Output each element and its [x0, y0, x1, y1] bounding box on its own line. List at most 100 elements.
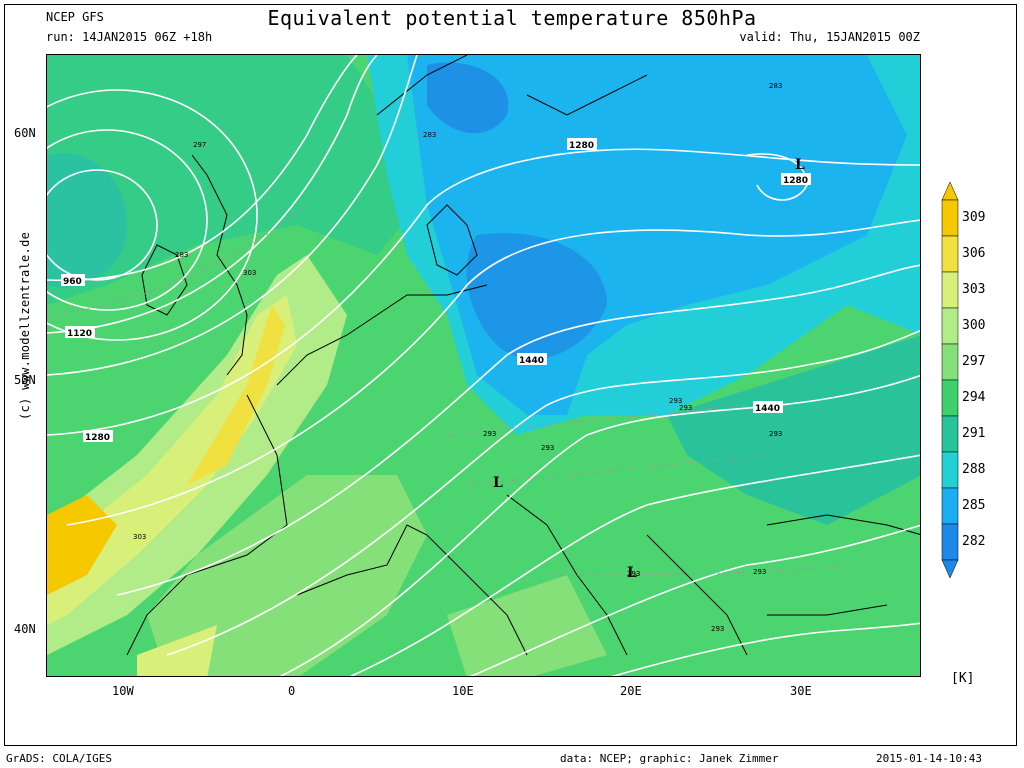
- theta-label: 293: [753, 568, 766, 576]
- colorbar-segment: [941, 235, 959, 273]
- colorbar-top-arrow: [941, 182, 959, 201]
- theta-label: 283: [769, 82, 782, 90]
- pressure-label-1280-baltic: 1280: [569, 141, 594, 151]
- colorbar-segment: [941, 271, 959, 309]
- pressure-label-bg: [61, 274, 85, 286]
- coast-med-north: [296, 524, 528, 656]
- colorbar-segment: [941, 415, 959, 453]
- isobar-1440: [166, 329, 920, 656]
- legend-level: 294: [962, 390, 986, 405]
- low-marker-alps: L: [493, 475, 503, 491]
- lat-label-50n: 50N: [14, 373, 36, 387]
- theta-label: 293: [769, 430, 782, 438]
- isobar-c: [116, 264, 920, 596]
- lat-label-40n: 40N: [14, 622, 36, 636]
- coast-northsea: [276, 284, 488, 386]
- pressure-label-1120: 1120: [67, 329, 92, 339]
- theta-label: 293: [679, 404, 692, 412]
- coast-baltic: [526, 74, 648, 116]
- figure-frame: [4, 4, 1017, 746]
- legend-unit: [K]: [951, 671, 975, 686]
- field-teal-east: [667, 335, 920, 525]
- pressure-label-bg: [65, 326, 95, 338]
- colorbar-segment: [941, 199, 959, 237]
- field-warm-max: [47, 495, 117, 595]
- pressure-label-1280-east: 1280: [783, 176, 808, 186]
- field-nw-ocean: [47, 55, 427, 305]
- isobar-low-1: [47, 169, 158, 281]
- lon-label-30e: 30E: [790, 684, 812, 698]
- coast-denmark: [426, 204, 478, 276]
- lat-label-60n: 60N: [14, 126, 36, 140]
- isobar-g: [611, 622, 920, 676]
- colorbar-segment: [941, 379, 959, 417]
- legend-level: 288: [962, 462, 986, 477]
- pressure-label-1280-west: 1280: [85, 433, 110, 443]
- coast-black-sea-s: [767, 604, 888, 616]
- field-warm-band-core: [187, 305, 285, 485]
- coast-ireland: [141, 244, 188, 316]
- field-low-center: [47, 153, 127, 288]
- theta-label: 283: [175, 251, 188, 259]
- isobar-f: [469, 524, 920, 676]
- colorbar-segment: [941, 307, 959, 345]
- pressure-label-bg: [781, 173, 811, 185]
- low-marker-balkan: L: [627, 565, 637, 581]
- legend-level: 300: [962, 318, 986, 333]
- theta-label: 293: [669, 397, 682, 405]
- theta-contour-2: [446, 404, 748, 436]
- field-deep-blue-norway: [427, 62, 509, 134]
- isobar-a: [47, 55, 418, 376]
- low-markers: L L L: [493, 157, 805, 581]
- pressure-labels: 960 1120 1280 1280 1280 1440 1440: [61, 138, 811, 443]
- colorbar-segment: [941, 451, 959, 489]
- pressure-label-bg: [517, 353, 547, 365]
- theta-contour-3: [466, 454, 768, 486]
- field-warm-band-inner: [47, 295, 297, 625]
- legend-level: 303: [962, 282, 986, 297]
- theta-contour-1: [47, 204, 308, 316]
- theta-label: 293: [483, 430, 496, 438]
- legend-level: 285: [962, 498, 986, 513]
- isobar-low-3: [47, 89, 258, 341]
- coast-norway: [376, 55, 468, 116]
- theta-label: 303: [133, 533, 146, 541]
- legend-level: 291: [962, 426, 986, 441]
- low-marker-east: L: [795, 157, 805, 173]
- theta-label: 293: [711, 625, 724, 633]
- footer-data-credit: data: NCEP; graphic: Janek Zimmer: [560, 752, 779, 765]
- lon-label-10w: 10W: [112, 684, 134, 698]
- legend-level: 282: [962, 534, 986, 549]
- colorbar-segment: [941, 487, 959, 525]
- colorbar-segment: [941, 343, 959, 381]
- legend-level: 306: [962, 246, 986, 261]
- footer-software: GrADS: COLA/IGES: [6, 752, 112, 765]
- theta-contour-4: [546, 564, 848, 576]
- isobars: [47, 55, 920, 676]
- pressure-label-1440-central: 1440: [519, 356, 544, 366]
- coast-balkan: [646, 534, 748, 656]
- lon-label-20e: 20E: [620, 684, 642, 698]
- website-credit: (c) www.modellzentrale.de: [18, 231, 32, 420]
- run-info: run: 14JAN2015 06Z +18h: [46, 30, 213, 44]
- pressure-label-1440-east: 1440: [755, 404, 780, 414]
- pressure-label-bg: [83, 430, 113, 442]
- theta-label: 293: [627, 570, 640, 578]
- theta-label: 297: [193, 141, 206, 149]
- lon-label-10e: 10E: [452, 684, 474, 698]
- theta-label: 283: [423, 131, 436, 139]
- theta-labels: 297 283 303 283 303 293 293 293 293 293 …: [133, 82, 782, 633]
- colorbar-segments: [941, 199, 959, 561]
- isobar-960: [47, 55, 358, 282]
- theta-e-map-svg: 960 1120 1280 1280 1280 1440 1440 L L L …: [47, 55, 920, 676]
- legend-level: 309: [962, 210, 986, 225]
- isobar-low-2: [47, 129, 208, 311]
- isobar-d: [279, 374, 920, 676]
- field-iberia: [147, 475, 427, 676]
- colorbar-bottom-arrow: [941, 559, 959, 579]
- theta-label: 293: [541, 444, 554, 452]
- valid-time: valid: Thu, 15JAN2015 00Z: [739, 30, 920, 44]
- legend-level: 297: [962, 354, 986, 369]
- field-sw-corner: [137, 625, 217, 676]
- theta-contours: [47, 204, 848, 576]
